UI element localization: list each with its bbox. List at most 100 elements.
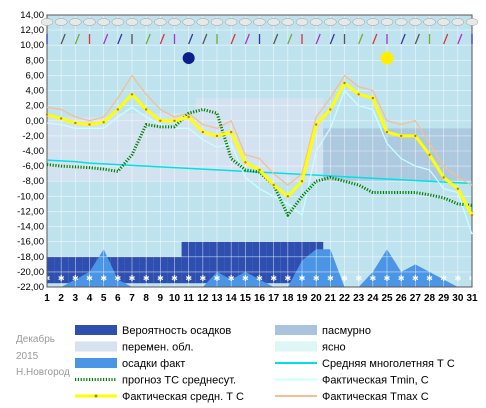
series-lines — [45, 74, 474, 235]
x-tick-label: 21 — [325, 293, 337, 304]
wind-arrow-icon — [202, 33, 208, 45]
x-tick-label: 14 — [226, 293, 238, 304]
y-tick-label: -8,00 — [22, 176, 44, 187]
cloud-icon — [125, 18, 139, 26]
y-tick-label: 14,00 — [20, 10, 44, 21]
x-tick-label: 27 — [410, 293, 422, 304]
series-point — [399, 134, 403, 138]
wind-arrow-icon — [230, 33, 236, 45]
cloud-icon — [423, 18, 436, 26]
cloud-icon — [338, 18, 351, 26]
cloud-icon — [409, 18, 422, 26]
legend-swatch — [275, 341, 317, 352]
cloud-icon — [54, 18, 68, 26]
new-moon-marker — [182, 52, 195, 65]
wind-arrow-icon — [443, 33, 449, 45]
x-tick-label: 16 — [254, 293, 266, 304]
series-point — [371, 96, 375, 100]
x-tick-label: 13 — [211, 293, 223, 304]
cloud-icon — [40, 18, 54, 26]
x-tick-label: 30 — [452, 293, 464, 304]
y-tick-label: -18,00 — [17, 252, 44, 263]
series-point — [357, 93, 360, 96]
series-point — [102, 121, 105, 124]
x-tick-label: 6 — [115, 293, 121, 304]
x-tick-label: 4 — [87, 293, 93, 304]
city-label: Н.Новгород — [16, 367, 70, 378]
series-point — [272, 183, 275, 187]
cloud-icon — [366, 18, 380, 26]
series-point — [428, 153, 431, 156]
cloud-icon — [239, 18, 252, 26]
series-point — [215, 134, 219, 138]
series-line — [46, 89, 473, 235]
x-tick-label: 22 — [339, 293, 351, 304]
cloud-icon — [83, 18, 96, 26]
legend-swatch-marker — [94, 394, 98, 398]
y-axis: 14,00 12,00 10,00 8,00 6,00 4,00 2,00 0,00 -2,00… — [17, 10, 44, 293]
x-tick-label: 20 — [311, 293, 323, 304]
x-tick-label: 29 — [438, 293, 450, 304]
series-point — [187, 115, 190, 119]
weather-icon-row — [40, 18, 479, 45]
series-point — [130, 93, 134, 96]
cloud-icon — [182, 18, 195, 26]
cloud-icon — [324, 18, 337, 26]
series-point — [88, 123, 91, 126]
x-tick-label: 17 — [268, 293, 280, 304]
series-point — [456, 187, 460, 190]
x-tick-label: 10 — [169, 293, 181, 304]
legend-label: ясно — [322, 342, 346, 354]
y-tick-label: 8,00 — [26, 55, 45, 66]
cloud-icon — [394, 18, 408, 26]
y-tick-label: -2,00 — [22, 131, 44, 142]
cloud-icon — [465, 18, 479, 26]
cloud-icon — [309, 18, 323, 26]
series-point — [442, 176, 445, 179]
cloud-icon — [451, 18, 465, 26]
grid-lines — [46, 14, 473, 288]
month-label: Декабрь — [16, 334, 55, 345]
y-tick-label: -22,00 — [17, 282, 44, 293]
wind-arrow-icon — [287, 33, 293, 45]
legend-label: Средняя многолетняя Т С — [322, 358, 455, 370]
cloud-band — [47, 117, 55, 182]
x-tick-label: 2 — [58, 293, 64, 304]
x-tick-label: 1 — [44, 293, 50, 304]
precip-probability-bar — [47, 256, 55, 284]
wind-arrow-icon — [159, 33, 165, 45]
legend-label: осадки факт — [122, 358, 185, 370]
series-point — [286, 195, 290, 198]
legend-swatch — [275, 325, 317, 335]
wind-arrow-icon — [315, 33, 321, 45]
cloud-icon — [380, 18, 394, 26]
x-tick-label: 24 — [367, 293, 379, 304]
legend-swatch — [75, 325, 117, 335]
x-tick-label: 25 — [381, 293, 393, 304]
cloud-icon — [267, 18, 280, 26]
legend-label: прогноз ТС среднесут. — [122, 375, 236, 387]
cloud-icon — [154, 18, 167, 26]
x-tick-label: 12 — [197, 293, 209, 304]
y-tick-label: 2,00 — [26, 101, 45, 112]
x-axis: 1 2 3 4 5 6 7 8 9 10 11 12 13 14 15 16 17 18 19 20 21 22 23 24 2… — [44, 293, 478, 304]
x-tick-label: 23 — [353, 293, 365, 304]
cloud-icon — [196, 18, 210, 26]
series-point — [470, 214, 474, 217]
series-point — [116, 108, 120, 111]
cloud-icon — [111, 18, 125, 26]
cloud-icon — [139, 18, 153, 26]
series-point — [45, 113, 49, 116]
series-point — [314, 123, 318, 126]
wind-arrow-icon — [329, 33, 335, 45]
cloud-icon — [295, 18, 309, 26]
series-point — [385, 130, 389, 134]
y-tick-label: 10,00 — [20, 40, 44, 51]
y-tick-label: -16,00 — [17, 237, 44, 248]
cloud-icon — [437, 18, 450, 26]
cloud-icon — [253, 18, 266, 26]
series-point — [329, 108, 332, 111]
series-point — [201, 130, 205, 134]
y-tick-label: 12,00 — [20, 25, 44, 36]
cloud-icon — [281, 18, 295, 26]
